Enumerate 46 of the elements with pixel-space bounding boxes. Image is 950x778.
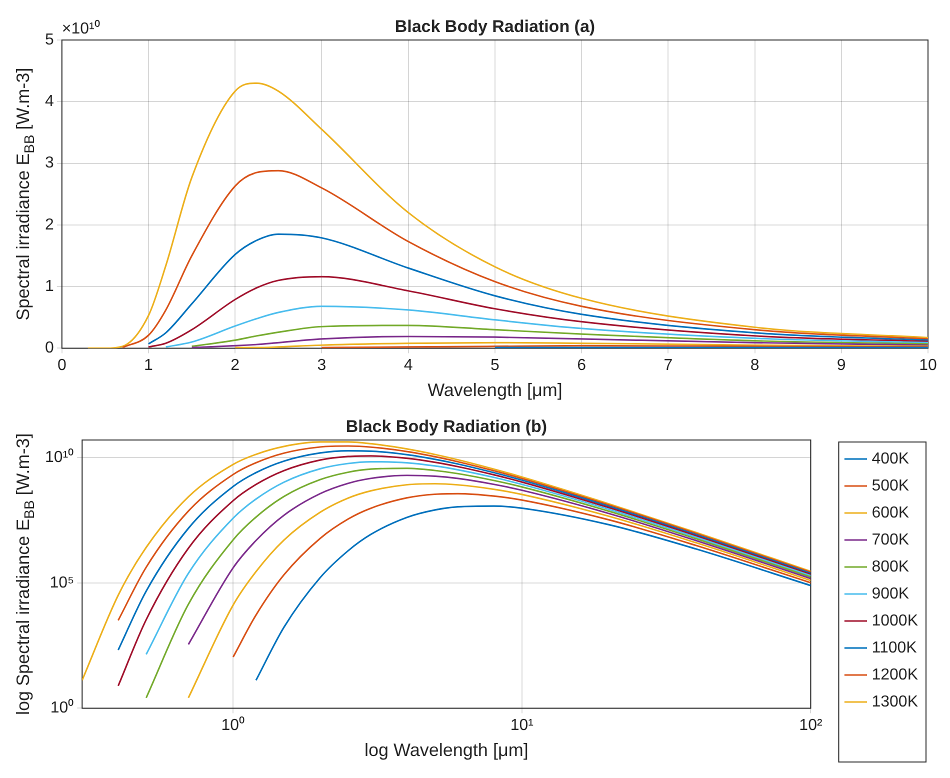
chart-title: Black Body Radiation (a) xyxy=(394,17,596,36)
x-tick-label: 8 xyxy=(750,357,760,374)
x-tick-label: 5 xyxy=(490,357,500,374)
y-tick-label: 2 xyxy=(44,216,54,234)
x-tick-label: 7 xyxy=(664,357,673,374)
x-axis-title: Wavelength [μm] xyxy=(428,380,562,400)
legend-label: 1300K xyxy=(872,693,918,710)
legend-label: 900K xyxy=(872,585,910,602)
legend-label: 1200K xyxy=(872,666,918,684)
x-tick-label: 4 xyxy=(404,357,413,374)
legend-label: 800K xyxy=(872,558,910,576)
x-tick-label: 2 xyxy=(230,357,240,374)
y-tick-label: 4 xyxy=(44,93,54,110)
y-tick-label: 10¹⁰ xyxy=(45,448,74,466)
line-series xyxy=(122,170,928,348)
line-series xyxy=(148,233,928,345)
text: ×10¹⁰ xyxy=(62,19,100,38)
y-axis-title: log Spectral irradiance EBB [W.m-3] xyxy=(12,433,38,715)
line-series xyxy=(87,82,928,348)
x-tick-label: 10¹ xyxy=(510,717,534,734)
legend-label: 700K xyxy=(872,531,910,548)
x-tick-label: 3 xyxy=(317,357,326,374)
legend-label: 1000K xyxy=(872,612,918,630)
y-axis-title: Spectral irradiance EBB [W.m-3] xyxy=(12,68,38,320)
x-tick-label: 1 xyxy=(144,357,154,374)
x-tick-label: 10² xyxy=(799,717,823,734)
y-tick-label: 10⁵ xyxy=(50,574,74,592)
legend-label: 1100K xyxy=(872,639,918,656)
line-series xyxy=(191,336,928,348)
y-tick-label: 5 xyxy=(44,31,54,48)
x-tick-label: 10⁰ xyxy=(221,716,246,734)
y-tick-label: 0 xyxy=(44,340,54,357)
legend-label: 500K xyxy=(872,477,910,494)
x-tick-label: 10 xyxy=(919,357,937,374)
y-tick-label: 10⁰ xyxy=(50,698,74,717)
y-tick-label: 3 xyxy=(44,154,54,172)
line-series xyxy=(165,305,928,348)
x-tick-label: 6 xyxy=(577,357,586,374)
line-series xyxy=(148,276,928,348)
y-tick-label: 1 xyxy=(44,278,54,295)
chart-title: Black Body Radiation (b) xyxy=(346,417,548,436)
x-tick-label: 9 xyxy=(836,357,846,374)
x-axis-title: log Wavelength [μm] xyxy=(364,740,528,760)
legend-label: 600K xyxy=(872,504,910,522)
line-series xyxy=(191,324,928,348)
legend-label: 400K xyxy=(872,450,910,468)
